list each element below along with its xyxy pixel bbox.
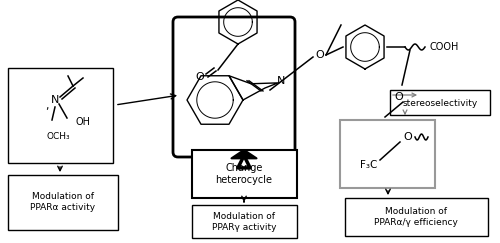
Text: Change
heterocycle: Change heterocycle [216, 163, 272, 185]
Bar [8, 68, 113, 163]
Text: Modulation of
PPARα/γ efficiency: Modulation of PPARα/γ efficiency [374, 207, 458, 227]
Text: O: O [196, 72, 204, 82]
Text: OCH₃: OCH₃ [46, 132, 70, 141]
Bar [8, 175, 118, 230]
Text: Modulation of
PPARγ activity: Modulation of PPARγ activity [212, 212, 276, 232]
Bar [192, 205, 297, 238]
Text: COOH: COOH [429, 42, 458, 52]
Text: N: N [51, 95, 59, 105]
Text: OH: OH [75, 117, 90, 127]
Text: F₃C: F₃C [360, 160, 378, 170]
Text: stereoselectivity: stereoselectivity [402, 98, 477, 107]
Text: Modulation of
PPARα activity: Modulation of PPARα activity [30, 192, 96, 212]
Bar [340, 120, 435, 188]
Text: O: O [394, 92, 404, 102]
Text: O: O [404, 132, 412, 142]
Bar [345, 198, 488, 236]
Bar [390, 90, 490, 115]
Text: N: N [277, 76, 285, 86]
Bar [192, 150, 297, 198]
FancyBboxPatch shape [173, 17, 295, 157]
Text: ,: , [45, 101, 49, 111]
Text: O: O [316, 50, 324, 60]
